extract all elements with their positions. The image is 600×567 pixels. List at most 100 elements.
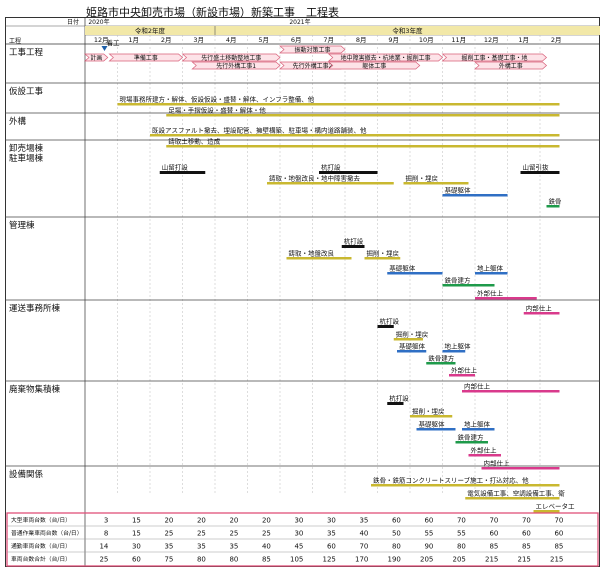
task-label: 杭打設: [321, 163, 341, 172]
vehicle-count-cell: 30: [294, 517, 303, 525]
task-bar: [377, 325, 394, 328]
vehicle-count-cell: 70: [457, 517, 466, 525]
vehicle-count-cell: 105: [290, 556, 303, 564]
task-bar: [150, 134, 560, 137]
vehicle-count-cell: 35: [197, 543, 206, 551]
task-label: 先行外構工事2: [293, 62, 333, 70]
vehicle-count-cell: 35: [327, 530, 336, 538]
task-bar: [462, 428, 495, 431]
task-label: 山留打設: [162, 163, 189, 172]
vehicle-count-cell: 170: [355, 556, 368, 564]
task-arrow: [441, 53, 548, 62]
task-label: 内部仕上: [484, 459, 511, 468]
task-arrow: [327, 53, 444, 62]
task-label: 掘削・埋戻: [406, 174, 439, 183]
task-bar: [442, 350, 466, 353]
task-bar: [465, 497, 560, 500]
month-label: 1月: [128, 36, 139, 44]
task-bar: [520, 171, 560, 174]
task-bar: [449, 374, 475, 377]
task-bar: [462, 390, 560, 393]
task-bar: [523, 312, 560, 315]
task-bar: [267, 182, 394, 185]
vehicle-count-cell: 215: [485, 556, 498, 564]
month-label: 4月: [226, 36, 237, 44]
task-bar: [403, 182, 469, 185]
vehicle-count-cell: 30: [327, 517, 336, 525]
vehicle-count-cell: 215: [518, 556, 531, 564]
task-bar: [475, 272, 508, 275]
task-label: 基礎躯体: [445, 186, 472, 195]
vehicle-count-cell: 75: [164, 556, 173, 564]
vehicle-count-cell: 190: [388, 556, 401, 564]
task-label: 鋳取土移動、造成: [168, 137, 221, 146]
vehicle-count-cell: 90: [424, 543, 433, 551]
vehicle-row-label: 通勤車両台数（台/日）: [11, 542, 71, 550]
vehicle-count-cell: 70: [489, 517, 498, 525]
month-label: 5月: [258, 36, 269, 44]
section-label: 設備関係: [9, 469, 44, 480]
vehicle-count-cell: 80: [392, 543, 401, 551]
task-arrow: [327, 61, 421, 70]
vehicle-count-cell: 70: [359, 543, 368, 551]
task-arrow: [181, 53, 281, 62]
task-bar: [159, 171, 206, 174]
task-bar: [468, 454, 501, 457]
vehicle-count-cell: 60: [392, 517, 401, 525]
task-bar: [416, 428, 456, 431]
task-bar: [166, 114, 560, 117]
vehicle-count-cell: 20: [229, 517, 238, 525]
task-bar: [117, 103, 560, 106]
vehicle-count-cell: 25: [262, 530, 271, 538]
vehicle-count-cell: 215: [550, 556, 563, 564]
task-bar: [364, 257, 401, 260]
vehicle-row-label: 大型車両台数（台/日）: [11, 516, 71, 524]
task-label: 鉄骨・鉄筋コンクリートスリーブ施工・打込対応、他: [373, 476, 529, 485]
task-label: 基礎躯体: [399, 342, 426, 351]
month-label: 10月: [419, 36, 434, 44]
vehicle-count-cell: 20: [197, 517, 206, 525]
vehicle-count-cell: 25: [164, 530, 173, 538]
task-label: 掘削・埋戻: [367, 249, 400, 258]
task-label: 鉄骨建方: [428, 354, 455, 363]
task-label: 鉄骨建方: [445, 276, 472, 285]
task-arrow: [84, 53, 109, 62]
vehicle-count-cell: 35: [359, 517, 368, 525]
task-arrow: [108, 53, 184, 62]
section-label: 管理棟: [9, 220, 35, 231]
vehicle-count-cell: 60: [132, 556, 141, 564]
month-label: 2月: [161, 36, 172, 44]
vehicle-count-cell: 85: [554, 543, 563, 551]
task-bar: [475, 297, 537, 300]
task-label: 現場事務所建方・解体、仮設仮設・盛替・解体、インフラ整備、他: [120, 95, 315, 104]
task-label: 足場・手摺仮設・盛替・解体・他: [168, 106, 266, 115]
month-label: 12月: [94, 36, 109, 44]
task-bar: [387, 402, 404, 405]
task-bar: [166, 145, 560, 148]
task-bar: [341, 245, 365, 248]
calendar-year-label: 2021年: [289, 18, 310, 26]
task-label: 基礎躯体: [389, 264, 416, 273]
vehicle-count-cell: 30: [294, 530, 303, 538]
vehicle-count-cell: 40: [262, 543, 271, 551]
task-label: 鉄骨: [549, 197, 562, 206]
vehicle-count-cell: 3: [104, 517, 108, 525]
task-bar: [533, 510, 560, 513]
vehicle-count-cell: 15: [132, 517, 141, 525]
fiscal-year-band: [85, 26, 215, 35]
section-label: 外構: [9, 116, 27, 127]
task-label: 杭打設: [344, 237, 364, 246]
task-bar: [442, 284, 495, 287]
task-label: 計画: [90, 54, 102, 62]
section-label: 運送事務所棟: [9, 303, 61, 314]
vehicle-count-cell: 35: [164, 543, 173, 551]
vehicle-count-cell: 60: [522, 530, 531, 538]
task-label: 掘削・埋戻: [396, 330, 429, 339]
month-label: 12月: [484, 36, 499, 44]
task-bar: [387, 272, 443, 275]
section-label: 駐車場棟: [9, 153, 44, 164]
vehicle-count-cell: 80: [197, 556, 206, 564]
fiscal-year-band: [215, 26, 600, 35]
vehicle-count-cell: 85: [522, 543, 531, 551]
